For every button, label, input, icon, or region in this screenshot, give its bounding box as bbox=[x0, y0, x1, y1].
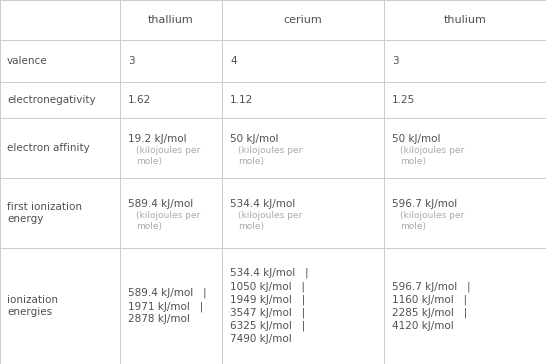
Text: first ionization
energy: first ionization energy bbox=[7, 202, 82, 224]
Text: thulium: thulium bbox=[443, 15, 486, 25]
Text: 3: 3 bbox=[392, 56, 399, 66]
Text: electron affinity: electron affinity bbox=[7, 143, 90, 153]
Text: 19.2 kJ/mol: 19.2 kJ/mol bbox=[128, 134, 187, 144]
Text: 596.7 kJ/mol: 596.7 kJ/mol bbox=[392, 199, 457, 209]
Text: 50 kJ/mol: 50 kJ/mol bbox=[230, 134, 278, 144]
Text: (kilojoules per
mole): (kilojoules per mole) bbox=[238, 146, 302, 166]
Text: (kilojoules per
mole): (kilojoules per mole) bbox=[238, 211, 302, 231]
Text: 4: 4 bbox=[230, 56, 236, 66]
Text: cerium: cerium bbox=[283, 15, 322, 25]
Text: (kilojoules per
mole): (kilojoules per mole) bbox=[136, 146, 200, 166]
Text: 596.7 kJ/mol   |
1160 kJ/mol   |
2285 kJ/mol   |
4120 kJ/mol: 596.7 kJ/mol | 1160 kJ/mol | 2285 kJ/mol… bbox=[392, 281, 471, 331]
Text: electronegativity: electronegativity bbox=[7, 95, 96, 105]
Text: (kilojoules per
mole): (kilojoules per mole) bbox=[136, 211, 200, 231]
Text: 50 kJ/mol: 50 kJ/mol bbox=[392, 134, 441, 144]
Text: 589.4 kJ/mol: 589.4 kJ/mol bbox=[128, 199, 193, 209]
Text: 3: 3 bbox=[128, 56, 135, 66]
Text: 589.4 kJ/mol   |
1971 kJ/mol   |
2878 kJ/mol: 589.4 kJ/mol | 1971 kJ/mol | 2878 kJ/mol bbox=[128, 288, 206, 324]
Text: 1.12: 1.12 bbox=[230, 95, 253, 105]
Text: 1.62: 1.62 bbox=[128, 95, 151, 105]
Text: 1.25: 1.25 bbox=[392, 95, 416, 105]
Text: (kilojoules per
mole): (kilojoules per mole) bbox=[400, 211, 464, 231]
Text: 534.4 kJ/mol: 534.4 kJ/mol bbox=[230, 199, 295, 209]
Text: thallium: thallium bbox=[148, 15, 194, 25]
Text: (kilojoules per
mole): (kilojoules per mole) bbox=[400, 146, 464, 166]
Text: valence: valence bbox=[7, 56, 48, 66]
Text: 534.4 kJ/mol   |
1050 kJ/mol   |
1949 kJ/mol   |
3547 kJ/mol   |
6325 kJ/mol   |: 534.4 kJ/mol | 1050 kJ/mol | 1949 kJ/mol… bbox=[230, 268, 308, 344]
Text: ionization
energies: ionization energies bbox=[7, 294, 58, 317]
